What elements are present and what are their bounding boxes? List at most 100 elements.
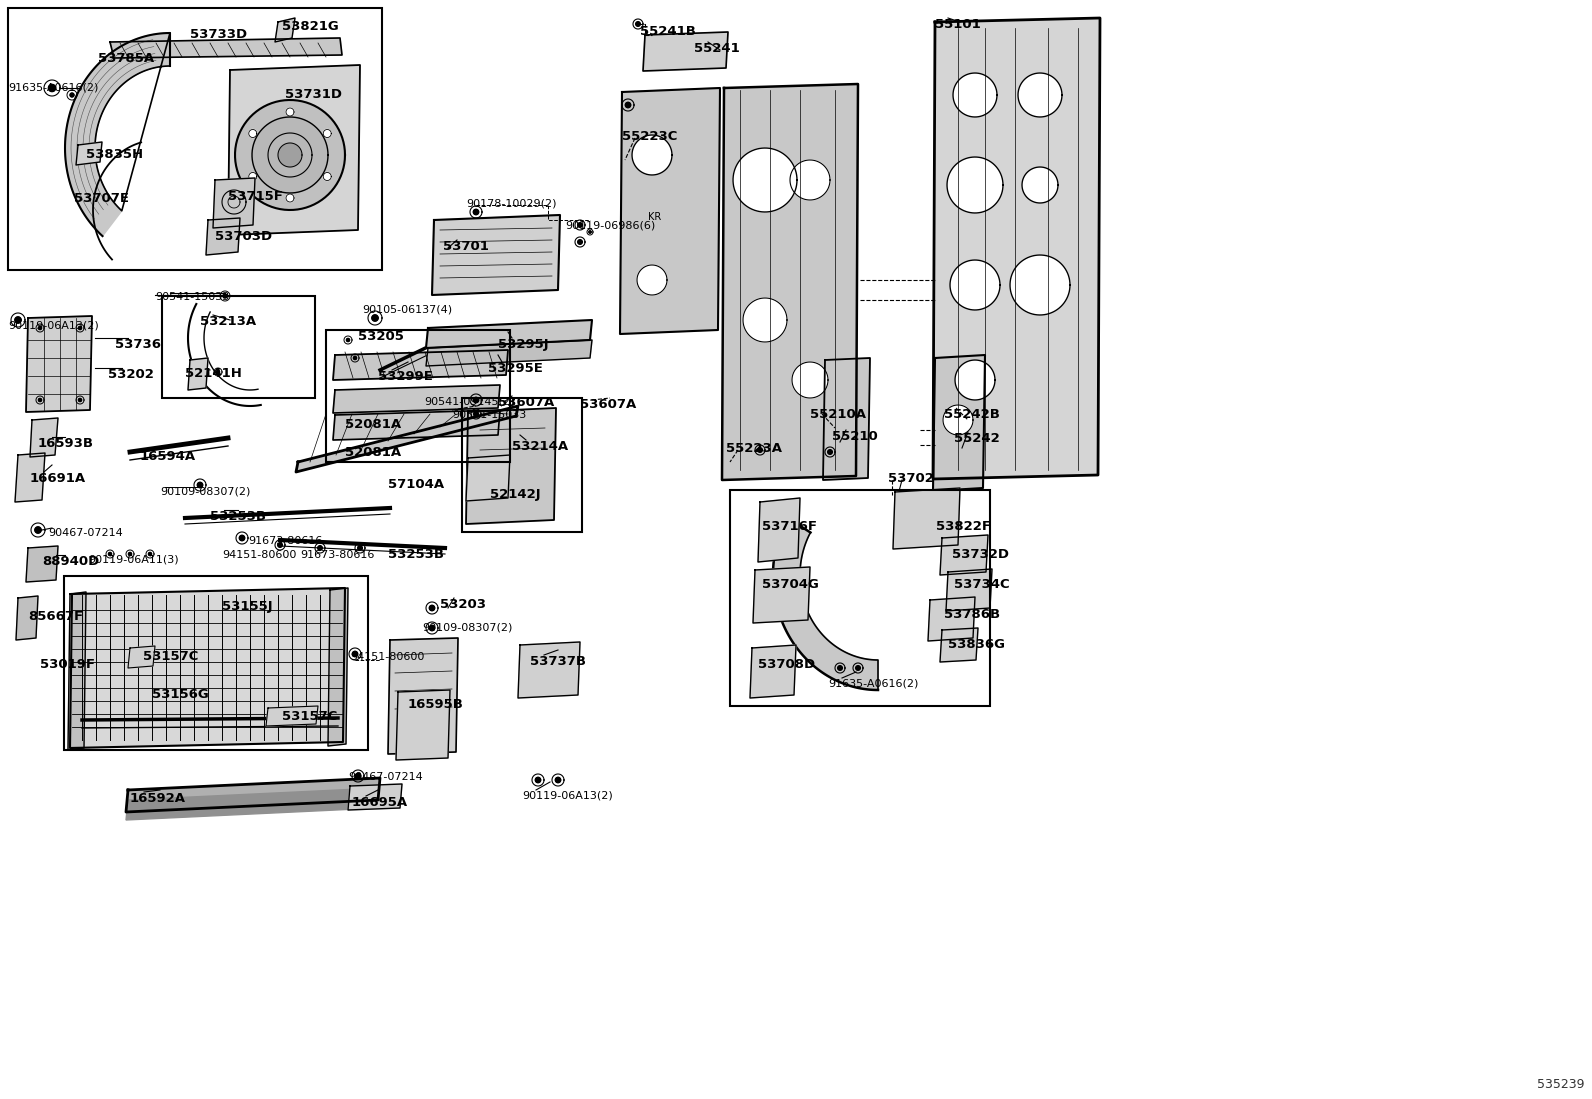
Polygon shape: [48, 85, 56, 91]
Text: 91673-80616: 91673-80616: [248, 536, 322, 546]
Polygon shape: [355, 774, 361, 779]
Bar: [326, 330, 509, 462]
Text: 90467-07214: 90467-07214: [48, 528, 123, 539]
Text: 53295E: 53295E: [489, 362, 543, 375]
Polygon shape: [939, 628, 977, 662]
Polygon shape: [148, 553, 151, 556]
Polygon shape: [466, 455, 509, 501]
Text: 53702: 53702: [888, 471, 935, 485]
Polygon shape: [252, 116, 328, 193]
Text: 53703D: 53703D: [215, 230, 272, 243]
Text: 55242: 55242: [954, 432, 1000, 445]
Polygon shape: [430, 625, 435, 631]
Text: 53786B: 53786B: [944, 608, 1000, 621]
Polygon shape: [228, 65, 360, 235]
Polygon shape: [328, 588, 349, 746]
Polygon shape: [108, 553, 111, 556]
Polygon shape: [352, 652, 358, 657]
Text: 52081A: 52081A: [345, 446, 401, 459]
Text: 53205: 53205: [358, 330, 404, 343]
Polygon shape: [823, 358, 869, 480]
Polygon shape: [277, 543, 282, 547]
Text: 55223A: 55223A: [726, 442, 782, 455]
Text: 53202: 53202: [108, 368, 154, 381]
Text: 52081A: 52081A: [345, 418, 401, 431]
Text: 53785A: 53785A: [99, 52, 154, 65]
Polygon shape: [828, 449, 833, 454]
Text: 53822F: 53822F: [936, 520, 990, 533]
Text: 53732D: 53732D: [952, 548, 1009, 560]
Polygon shape: [535, 777, 541, 782]
Polygon shape: [473, 398, 479, 402]
Polygon shape: [296, 406, 517, 471]
Text: 53715F: 53715F: [228, 190, 283, 203]
Text: 16593B: 16593B: [38, 437, 94, 449]
Text: 90119-06A13(2): 90119-06A13(2): [522, 790, 613, 800]
Text: 90541-15033: 90541-15033: [452, 410, 527, 420]
Polygon shape: [1017, 73, 1062, 116]
Text: 53707E: 53707E: [73, 192, 129, 206]
Polygon shape: [76, 142, 102, 165]
Polygon shape: [126, 778, 380, 812]
Polygon shape: [248, 173, 256, 180]
Text: 91635-A0616(2): 91635-A0616(2): [828, 678, 919, 688]
Polygon shape: [205, 218, 240, 255]
Text: 53295J: 53295J: [498, 338, 549, 351]
Polygon shape: [248, 130, 256, 137]
Polygon shape: [431, 215, 560, 295]
Text: 91673-80616: 91673-80616: [299, 550, 374, 560]
Text: 90541-09145(2): 90541-09145(2): [423, 396, 514, 406]
Polygon shape: [236, 100, 345, 210]
Polygon shape: [753, 567, 810, 623]
Polygon shape: [388, 639, 458, 754]
Bar: [64, 576, 368, 750]
Polygon shape: [333, 385, 500, 413]
Text: 53737B: 53737B: [530, 655, 586, 668]
Text: 52142J: 52142J: [490, 488, 541, 501]
Text: 55210: 55210: [833, 430, 877, 443]
Text: 53701: 53701: [443, 240, 489, 253]
Text: 53821G: 53821G: [282, 20, 339, 33]
Text: 55101: 55101: [935, 18, 981, 31]
Polygon shape: [632, 135, 672, 175]
Polygon shape: [38, 399, 41, 401]
Text: 53835H: 53835H: [86, 148, 143, 160]
Text: 88940D: 88940D: [41, 555, 99, 568]
Text: 53157C: 53157C: [282, 710, 338, 723]
Polygon shape: [578, 240, 583, 244]
Text: KR: KR: [648, 212, 661, 222]
Polygon shape: [70, 588, 345, 748]
Text: 53214A: 53214A: [513, 440, 568, 453]
Text: 53716F: 53716F: [763, 520, 817, 533]
Polygon shape: [856, 666, 860, 670]
Polygon shape: [791, 362, 828, 398]
Polygon shape: [396, 690, 451, 761]
Text: 53836G: 53836G: [947, 639, 1005, 651]
Polygon shape: [266, 706, 318, 726]
Text: 16595B: 16595B: [408, 698, 463, 711]
Polygon shape: [837, 666, 842, 670]
Polygon shape: [427, 320, 592, 348]
Polygon shape: [35, 526, 41, 533]
Text: 90119-06986(6): 90119-06986(6): [565, 220, 656, 230]
Polygon shape: [279, 143, 302, 167]
Polygon shape: [25, 546, 57, 582]
Polygon shape: [589, 231, 591, 233]
Polygon shape: [213, 178, 255, 227]
Polygon shape: [14, 317, 21, 323]
Text: 94151-80600: 94151-80600: [221, 550, 296, 560]
Polygon shape: [78, 326, 81, 330]
Polygon shape: [221, 190, 247, 214]
Polygon shape: [70, 93, 73, 97]
Polygon shape: [743, 298, 786, 342]
Polygon shape: [758, 498, 801, 562]
Polygon shape: [774, 518, 879, 690]
Polygon shape: [939, 535, 989, 575]
Polygon shape: [517, 642, 579, 698]
Text: 53155J: 53155J: [221, 600, 272, 613]
Polygon shape: [950, 260, 1000, 310]
Text: 85667F: 85667F: [29, 610, 83, 623]
Polygon shape: [1009, 255, 1070, 315]
Polygon shape: [349, 784, 403, 810]
Text: 53734C: 53734C: [954, 578, 1009, 591]
